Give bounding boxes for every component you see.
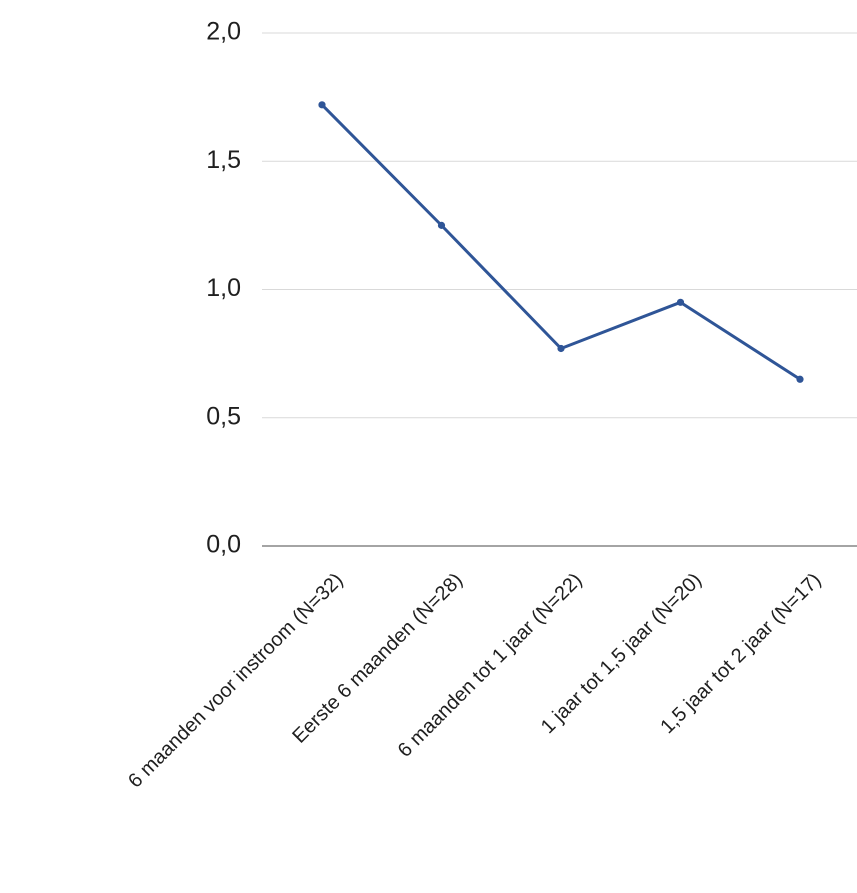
y-tick-label: 0,0	[206, 531, 241, 559]
y-tick-label: 1,5	[206, 146, 241, 174]
data-point	[318, 101, 326, 109]
series-line	[320, 103, 802, 381]
data-point	[796, 375, 804, 383]
data-point	[676, 298, 685, 306]
x-axis-category-labels: 6 maanden voor instroom (N=32)Eerste 6 m…	[124, 569, 825, 792]
series-layer	[318, 101, 804, 383]
y-tick-label: 2,0	[206, 18, 241, 46]
x-category-label: 6 maanden voor instroom (N=32)	[124, 569, 347, 792]
y-tick-label: 1,0	[206, 274, 241, 302]
gridlines	[262, 32, 857, 547]
y-axis-tick-labels: 0,0 0,5 1,0 1,5 2,0	[206, 18, 241, 559]
data-point	[557, 344, 565, 353]
y-tick-label: 0,5	[206, 402, 241, 430]
data-point	[437, 221, 446, 229]
